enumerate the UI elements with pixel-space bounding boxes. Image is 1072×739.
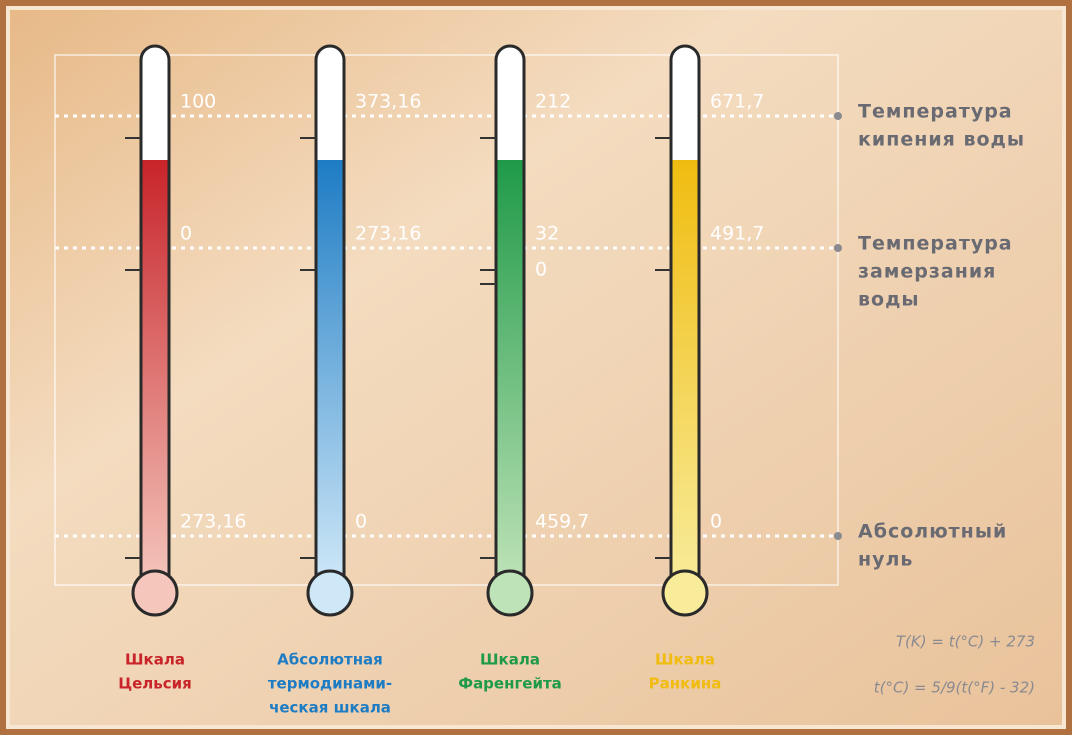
scale-name: Шкала [480, 651, 540, 669]
scale-value: 212 [535, 91, 571, 113]
page: html, body { margin: 0; padding: 0; } bo… [0, 0, 1072, 735]
scale-value: 273,16 [355, 223, 421, 245]
scale-value: 0 [710, 511, 722, 533]
scale-name: Шкала [655, 651, 715, 669]
scale-value: 459,7 [535, 511, 589, 533]
mercury [318, 160, 343, 585]
mercury [143, 160, 168, 585]
formula: T(K) = t(°C) + 273 [896, 633, 1035, 651]
scale-name: ческая шкала [269, 699, 391, 717]
reference-dot [834, 532, 842, 540]
scale-value: 100 [180, 91, 216, 113]
scale-name: термодинами- [268, 675, 392, 693]
scale-value: 0 [180, 223, 192, 245]
scale-name: Цельсия [118, 675, 192, 693]
scale-value: 0 [535, 259, 547, 281]
diagram: 100 0 273,16 Шкала Цельсия 373,16 273,16 0 Абсол… [0, 0, 1072, 735]
scale-value: 671,7 [710, 91, 764, 113]
scale-value: 0 [355, 511, 367, 533]
bulb [308, 571, 352, 615]
body: {"thermometers": [ {"name_lines": ["Шкал… [0, 0, 1072, 735]
reference-label: воды [858, 289, 920, 311]
bulb [488, 571, 532, 615]
reference-label: нуль [858, 549, 913, 571]
reference-dot [834, 244, 842, 252]
reference-label: замерзания [858, 261, 996, 283]
reference-label: кипения воды [858, 129, 1025, 151]
scale-name: Ранкина [649, 675, 722, 693]
scale-value: 373,16 [355, 91, 421, 113]
scale-name: Абсолютная [277, 651, 383, 669]
mercury [673, 160, 698, 585]
scale-name: Фаренгейта [458, 675, 562, 693]
scale-value: 32 [535, 223, 559, 245]
reference-label: Абсолютный [858, 521, 1007, 543]
reference-label: Температура [858, 101, 1013, 123]
mercury [498, 160, 523, 585]
bulb [133, 571, 177, 615]
scale-value: 491,7 [710, 223, 764, 245]
scale-name: Шкала [125, 651, 185, 669]
bulb [663, 571, 707, 615]
formula: t(°C) = 5/9(t(°F) - 32) [874, 679, 1035, 697]
reference-dot [834, 112, 842, 120]
scale-value: 273,16 [180, 511, 246, 533]
reference-label: Температура [858, 233, 1013, 255]
